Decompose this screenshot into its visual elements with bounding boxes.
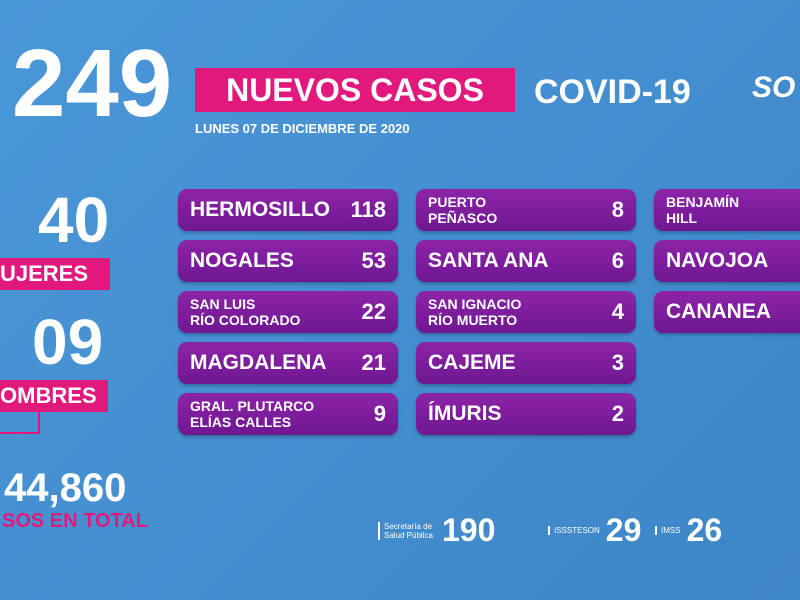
municipality-name: NAVOJOA bbox=[666, 240, 768, 282]
name-line: SAN LUIS bbox=[190, 296, 256, 312]
men-label: OMBRES bbox=[0, 380, 108, 412]
total-count: 44,860 bbox=[4, 466, 127, 510]
name-line: NAVOJOA bbox=[666, 249, 769, 272]
case-count: 21 bbox=[361, 350, 386, 375]
divider bbox=[0, 412, 40, 434]
case-count: 118 bbox=[350, 197, 387, 222]
name-line: SANTA ANA bbox=[428, 249, 549, 272]
municipality-name: MAGDALENA bbox=[190, 342, 327, 384]
municipality-pill: HERMOSILLO 118 bbox=[178, 189, 398, 231]
institution: ISSSTESON 29 bbox=[548, 512, 641, 549]
institution-name: IMSS bbox=[655, 526, 681, 535]
case-count: 4 bbox=[611, 299, 624, 324]
municipality-pill: GRAL. PLUTARCO ELÍAS CALLES 9 bbox=[178, 393, 398, 435]
case-count: 53 bbox=[361, 248, 386, 273]
municipality-name: ÍMURIS bbox=[428, 393, 502, 435]
name-line: RÍO COLORADO bbox=[190, 312, 301, 328]
municipality-name: SAN IGNACIO RÍO MUERTO bbox=[428, 291, 521, 333]
name-line: HERMOSILLO bbox=[190, 198, 330, 221]
municipality-pill: PUERTO PEÑASCO 8 bbox=[416, 189, 636, 231]
name-line: CAJEME bbox=[428, 351, 516, 374]
municipality-name: GRAL. PLUTARCO ELÍAS CALLES bbox=[190, 393, 314, 435]
men-count: 09 bbox=[32, 306, 104, 378]
name-line: CANANEA bbox=[666, 300, 771, 323]
name-line: RÍO MUERTO bbox=[428, 312, 518, 328]
municipality-name: HERMOSILLO bbox=[190, 189, 330, 231]
name-line: MAGDALENA bbox=[190, 351, 327, 374]
municipality-name: SANTA ANA bbox=[428, 240, 549, 282]
subject: COVID-19 bbox=[534, 73, 691, 111]
municipality-name: BENJAMÍN HILL bbox=[666, 189, 739, 231]
municipality-name: SAN LUIS RÍO COLORADO bbox=[190, 291, 300, 333]
new-cases-count: 249 bbox=[12, 30, 173, 137]
municipality-pill: BENJAMÍN HILL bbox=[654, 189, 800, 231]
municipality-pill: SAN IGNACIO RÍO MUERTO 4 bbox=[416, 291, 636, 333]
institution-count: 26 bbox=[686, 512, 723, 548]
name-line: PUERTO bbox=[428, 194, 487, 210]
institution-count: 29 bbox=[605, 512, 642, 548]
name-line: HILL bbox=[666, 210, 698, 226]
name-line: BENJAMÍN bbox=[666, 194, 740, 210]
date: LUNES 07 DE DICIEMBRE DE 2020 bbox=[195, 121, 410, 136]
name-line: NOGALES bbox=[190, 249, 294, 272]
municipality-pill: CANANEA bbox=[654, 291, 800, 333]
new-cases-label: NUEVOS CASOS bbox=[195, 68, 515, 112]
institution: IMSS 26 bbox=[655, 512, 722, 549]
case-count: 2 bbox=[611, 401, 624, 426]
municipality-pill: MAGDALENA 21 bbox=[178, 342, 398, 384]
case-count: 8 bbox=[611, 197, 624, 222]
women-label: UJERES bbox=[0, 258, 110, 290]
case-count: 22 bbox=[361, 299, 386, 324]
municipality-name: PUERTO PEÑASCO bbox=[428, 189, 497, 231]
municipality-name: CAJEME bbox=[428, 342, 516, 384]
municipality-pill: CAJEME 3 bbox=[416, 342, 636, 384]
logo: SO bbox=[752, 71, 796, 104]
municipality-name: CANANEA bbox=[666, 291, 771, 333]
municipality-name: NOGALES bbox=[190, 240, 294, 282]
name-line: ELÍAS CALLES bbox=[190, 414, 292, 430]
municipality-pill: SAN LUIS RÍO COLORADO 22 bbox=[178, 291, 398, 333]
municipality-pill: NOGALES 53 bbox=[178, 240, 398, 282]
case-count: 3 bbox=[611, 350, 624, 375]
women-count: 40 bbox=[38, 184, 110, 256]
municipality-pill: SANTA ANA 6 bbox=[416, 240, 636, 282]
municipality-pill: NAVOJOA bbox=[654, 240, 800, 282]
total-label: SOS EN TOTAL bbox=[2, 510, 148, 532]
institution-count: 190 bbox=[442, 512, 496, 548]
municipality-pill: ÍMURIS 2 bbox=[416, 393, 636, 435]
institution-name: ISSSTESON bbox=[548, 526, 600, 535]
name-line: GRAL. PLUTARCO bbox=[190, 398, 315, 414]
name-line: ÍMURIS bbox=[428, 402, 502, 425]
name-line: SAN IGNACIO bbox=[428, 296, 522, 312]
institution-name: Secretaría de Salud Pública bbox=[378, 521, 436, 540]
case-count: 9 bbox=[373, 401, 386, 426]
name-line: PEÑASCO bbox=[428, 210, 498, 226]
institution: Secretaría de Salud Pública 190 bbox=[378, 512, 495, 549]
case-count: 6 bbox=[611, 248, 624, 273]
